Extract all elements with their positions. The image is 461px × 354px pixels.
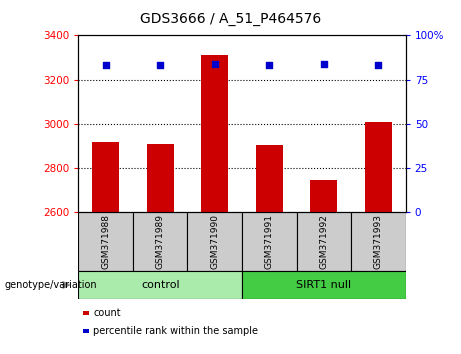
Bar — [296, 212, 351, 271]
Text: GSM371988: GSM371988 — [101, 214, 110, 269]
Bar — [242, 271, 406, 299]
Bar — [201, 55, 228, 212]
Point — [157, 63, 164, 68]
Text: GDS3666 / A_51_P464576: GDS3666 / A_51_P464576 — [140, 12, 321, 27]
Bar — [92, 142, 119, 212]
Bar — [351, 212, 406, 271]
Bar — [83, 329, 89, 333]
Point — [102, 63, 109, 68]
Text: count: count — [93, 308, 121, 318]
Point — [211, 61, 219, 67]
Text: GSM371989: GSM371989 — [156, 214, 165, 269]
Point — [320, 61, 327, 67]
Point — [266, 63, 273, 68]
Text: SIRT1 null: SIRT1 null — [296, 280, 351, 290]
Text: GSM371990: GSM371990 — [210, 214, 219, 269]
Bar — [78, 212, 133, 271]
Bar — [242, 212, 296, 271]
Bar — [256, 145, 283, 212]
Text: GSM371991: GSM371991 — [265, 214, 274, 269]
Bar — [133, 212, 188, 271]
Bar — [147, 144, 174, 212]
Text: control: control — [141, 280, 179, 290]
Bar — [365, 122, 392, 212]
Text: percentile rank within the sample: percentile rank within the sample — [93, 326, 258, 336]
Text: genotype/variation: genotype/variation — [5, 280, 97, 290]
Text: GSM371992: GSM371992 — [319, 214, 328, 269]
Bar — [78, 271, 242, 299]
Point — [375, 63, 382, 68]
Bar — [310, 180, 337, 212]
Bar — [188, 212, 242, 271]
Text: GSM371993: GSM371993 — [374, 214, 383, 269]
Bar — [83, 311, 89, 315]
